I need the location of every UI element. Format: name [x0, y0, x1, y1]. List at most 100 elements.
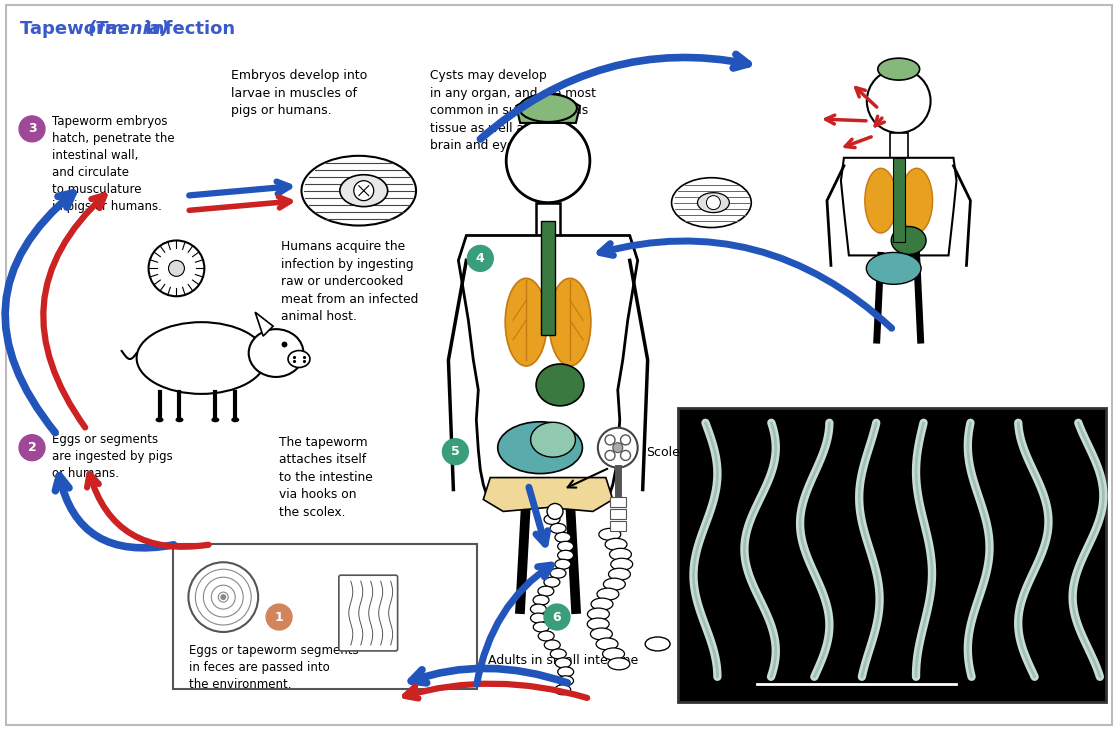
- Bar: [537, 203, 560, 240]
- Circle shape: [443, 439, 468, 464]
- Ellipse shape: [544, 515, 560, 524]
- Text: 3: 3: [28, 123, 36, 135]
- Ellipse shape: [597, 588, 619, 600]
- Ellipse shape: [531, 613, 547, 623]
- Ellipse shape: [591, 598, 613, 610]
- Ellipse shape: [901, 168, 932, 233]
- Text: Infection: Infection: [139, 20, 235, 38]
- Text: The tapeworm
attaches itself
to the intestine
via hooks on
the scolex.: The tapeworm attaches itself to the inte…: [280, 436, 372, 519]
- Ellipse shape: [544, 577, 560, 587]
- Ellipse shape: [605, 538, 627, 550]
- Ellipse shape: [558, 666, 574, 677]
- Circle shape: [467, 245, 493, 272]
- Text: 1: 1: [275, 610, 284, 623]
- Text: (Taenia): (Taenia): [87, 20, 170, 38]
- Text: Scolex: Scolex: [646, 446, 686, 459]
- Ellipse shape: [609, 548, 632, 560]
- Ellipse shape: [866, 253, 921, 284]
- Ellipse shape: [610, 558, 633, 570]
- Ellipse shape: [558, 542, 574, 551]
- Ellipse shape: [608, 658, 629, 670]
- Text: 6: 6: [552, 610, 561, 623]
- Text: Tapeworm: Tapeworm: [20, 20, 130, 38]
- Ellipse shape: [231, 418, 239, 422]
- Circle shape: [353, 181, 373, 201]
- Ellipse shape: [558, 676, 574, 685]
- Ellipse shape: [672, 177, 751, 228]
- Text: 2: 2: [28, 441, 37, 454]
- Ellipse shape: [340, 174, 388, 207]
- Bar: [173, 545, 477, 689]
- Circle shape: [598, 428, 637, 468]
- Bar: [609, 497, 626, 507]
- Ellipse shape: [587, 618, 609, 630]
- Polygon shape: [517, 93, 580, 123]
- Ellipse shape: [587, 608, 609, 620]
- Ellipse shape: [531, 422, 576, 457]
- Ellipse shape: [550, 649, 567, 659]
- Ellipse shape: [533, 595, 549, 605]
- Text: Humans acquire the
infection by ingesting
raw or undercooked
meat from an infect: Humans acquire the infection by ingestin…: [281, 240, 418, 323]
- Polygon shape: [458, 236, 637, 499]
- Ellipse shape: [538, 631, 555, 641]
- Polygon shape: [841, 158, 957, 256]
- Ellipse shape: [544, 640, 560, 650]
- Ellipse shape: [211, 418, 219, 422]
- Ellipse shape: [555, 532, 571, 542]
- Ellipse shape: [288, 350, 310, 367]
- Ellipse shape: [645, 637, 670, 651]
- Bar: [609, 521, 626, 531]
- Ellipse shape: [590, 628, 613, 640]
- Circle shape: [613, 442, 623, 453]
- Ellipse shape: [865, 168, 897, 233]
- Text: 5: 5: [451, 445, 459, 458]
- Ellipse shape: [519, 94, 577, 122]
- Ellipse shape: [555, 685, 570, 695]
- Circle shape: [506, 119, 590, 203]
- Circle shape: [707, 196, 720, 210]
- Circle shape: [19, 435, 45, 461]
- Circle shape: [19, 116, 45, 142]
- Ellipse shape: [608, 568, 631, 580]
- Text: 4: 4: [476, 252, 485, 265]
- Ellipse shape: [550, 523, 566, 534]
- Circle shape: [266, 604, 292, 630]
- Ellipse shape: [556, 658, 571, 668]
- Circle shape: [544, 604, 570, 630]
- Text: Adults in small intestine: Adults in small intestine: [489, 654, 638, 667]
- Ellipse shape: [891, 226, 926, 255]
- Circle shape: [220, 594, 226, 600]
- Ellipse shape: [603, 648, 625, 660]
- Ellipse shape: [155, 418, 163, 422]
- Ellipse shape: [302, 155, 416, 226]
- FancyBboxPatch shape: [339, 575, 398, 651]
- Circle shape: [189, 562, 258, 632]
- Ellipse shape: [599, 529, 620, 540]
- Ellipse shape: [533, 622, 549, 632]
- Text: Tapeworm embryos
hatch, penetrate the
intestinal wall,
and circulate
to musculat: Tapeworm embryos hatch, penetrate the in…: [51, 115, 174, 213]
- Ellipse shape: [136, 322, 266, 394]
- Ellipse shape: [176, 418, 183, 422]
- Circle shape: [547, 504, 563, 520]
- Ellipse shape: [248, 329, 303, 377]
- Polygon shape: [255, 312, 273, 336]
- Ellipse shape: [604, 578, 625, 590]
- Ellipse shape: [555, 559, 571, 569]
- Ellipse shape: [538, 586, 553, 596]
- Polygon shape: [483, 477, 613, 512]
- Bar: [890, 133, 908, 158]
- Text: Eggs or tapeworm segments
in feces are passed into
the environment.: Eggs or tapeworm segments in feces are p…: [189, 644, 359, 691]
- Bar: [609, 510, 626, 520]
- Ellipse shape: [505, 278, 547, 366]
- Ellipse shape: [549, 278, 591, 366]
- Ellipse shape: [558, 550, 574, 560]
- Text: Embryos develop into
larvae in muscles of
pigs or humans.: Embryos develop into larvae in muscles o…: [231, 69, 368, 117]
- Ellipse shape: [550, 568, 566, 578]
- Circle shape: [866, 69, 930, 133]
- Ellipse shape: [878, 58, 920, 80]
- Ellipse shape: [530, 604, 547, 614]
- Ellipse shape: [537, 364, 584, 406]
- Circle shape: [169, 261, 184, 277]
- Ellipse shape: [596, 638, 618, 650]
- Circle shape: [149, 240, 205, 296]
